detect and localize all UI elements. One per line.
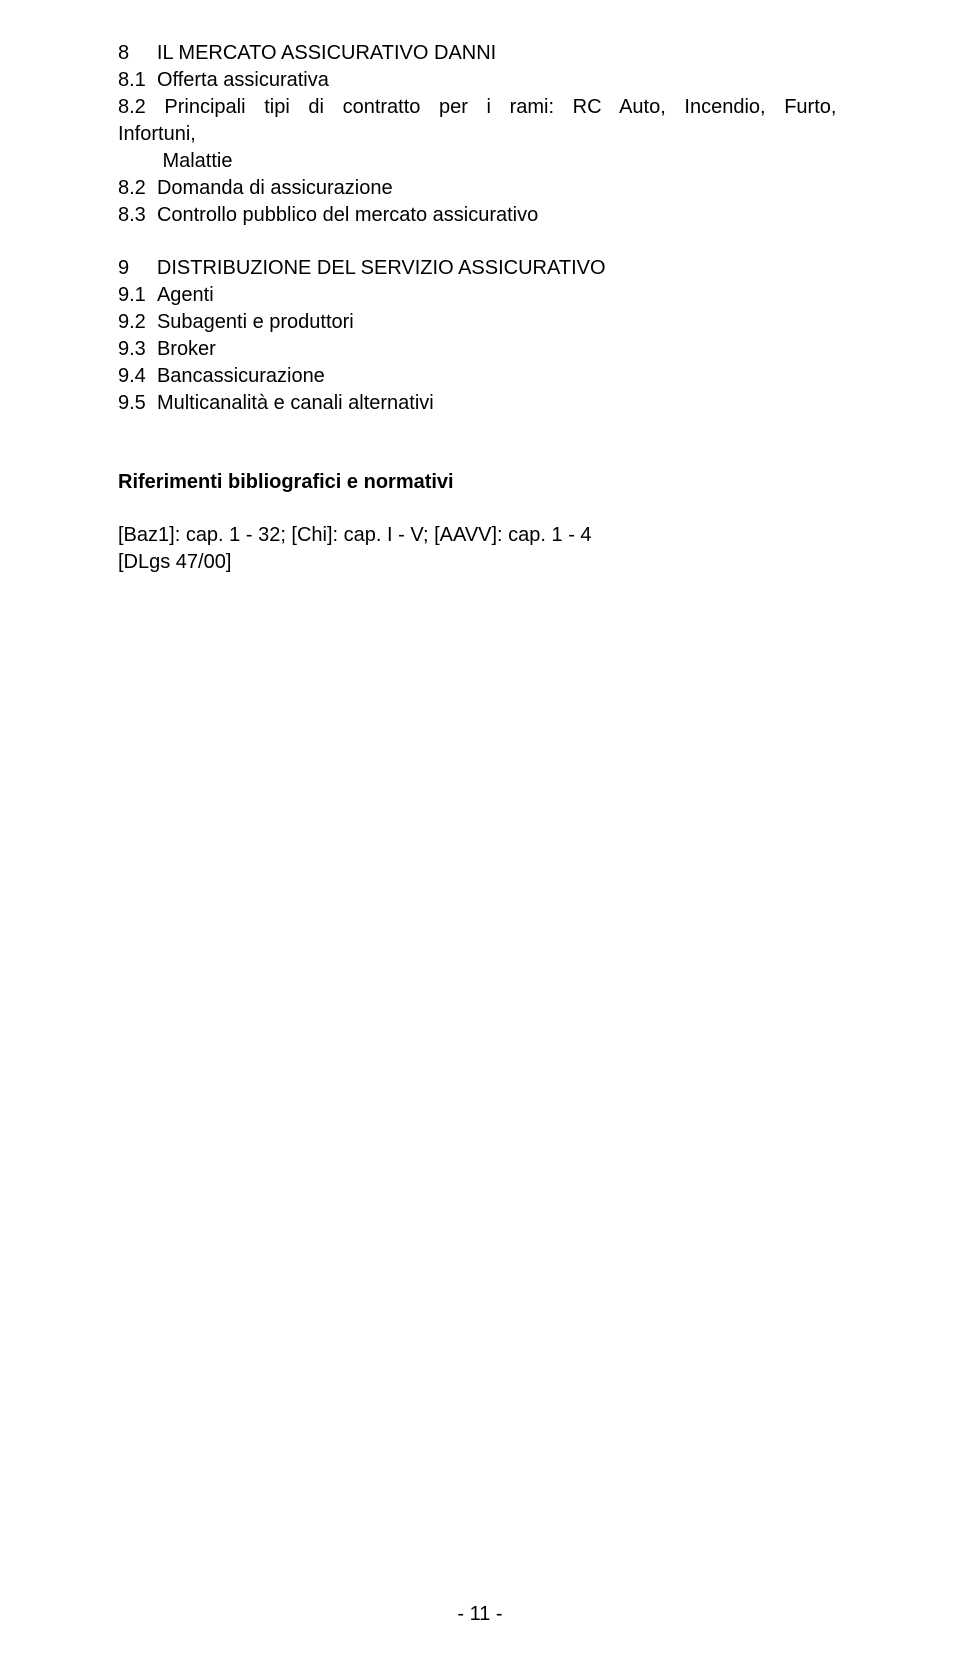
page-footer: - 11 -: [0, 1603, 960, 1626]
gap: [118, 443, 842, 469]
item-num: 8.3: [118, 204, 146, 226]
item-text: Domanda di assicurazione: [157, 177, 393, 199]
section8-heading: 8 IL MERCATO ASSICURATIVO DANNI: [118, 40, 842, 67]
refs-line-1: [Baz1]: cap. 1 - 32; [Chi]: cap. I - V; …: [118, 522, 842, 549]
section9-title: DISTRIBUZIONE DEL SERVIZIO ASSICURATIVO: [157, 257, 606, 279]
section8-item-2: 8.2 Domanda di assicurazione: [118, 175, 842, 202]
refs-line-2: [DLgs 47/00]: [118, 549, 842, 576]
item-text: Controllo pubblico del mercato assicurat…: [157, 204, 538, 226]
item-num: 9.4: [118, 365, 146, 387]
gap: [118, 229, 842, 255]
refs-heading: Riferimenti bibliografici e normativi: [118, 469, 842, 496]
item-text: Agenti: [157, 284, 214, 306]
section9-item-2: 9.3 Broker: [118, 336, 842, 363]
section8-item-1: 8.2 Principali tipi di contratto per i r…: [118, 94, 842, 175]
section8-title: IL MERCATO ASSICURATIVO DANNI: [157, 42, 496, 64]
section8-item-3: 8.3 Controllo pubblico del mercato assic…: [118, 202, 842, 229]
gap: [118, 417, 842, 443]
item-text: Offerta assicurativa: [157, 69, 329, 91]
section9-item-0: 9.1 Agenti: [118, 282, 842, 309]
item-num: 9.3: [118, 338, 146, 360]
section8-item-0: 8.1 Offerta assicurativa: [118, 67, 842, 94]
item-text: Subagenti e produttori: [157, 311, 354, 333]
item-text: Bancassicurazione: [157, 365, 325, 387]
section8-num: 8: [118, 42, 129, 64]
item-num: 9.2: [118, 311, 146, 333]
section9-heading: 9 DISTRIBUZIONE DEL SERVIZIO ASSICURATIV…: [118, 255, 842, 282]
item-text: Broker: [157, 338, 216, 360]
item-num: 9.5: [118, 392, 146, 414]
section9-item-3: 9.4 Bancassicurazione: [118, 363, 842, 390]
item-text: Multicanalità e canali alternativi: [157, 392, 434, 414]
item-num: 8.2: [118, 177, 146, 199]
section9-num: 9: [118, 257, 129, 279]
page: 8 IL MERCATO ASSICURATIVO DANNI 8.1 Offe…: [0, 0, 960, 1668]
section9-item-4: 9.5 Multicanalità e canali alternativi: [118, 390, 842, 417]
gap: [118, 496, 842, 522]
item-num: 8.1: [118, 69, 146, 91]
item-num: 9.1: [118, 284, 146, 306]
section9-item-1: 9.2 Subagenti e produttori: [118, 309, 842, 336]
